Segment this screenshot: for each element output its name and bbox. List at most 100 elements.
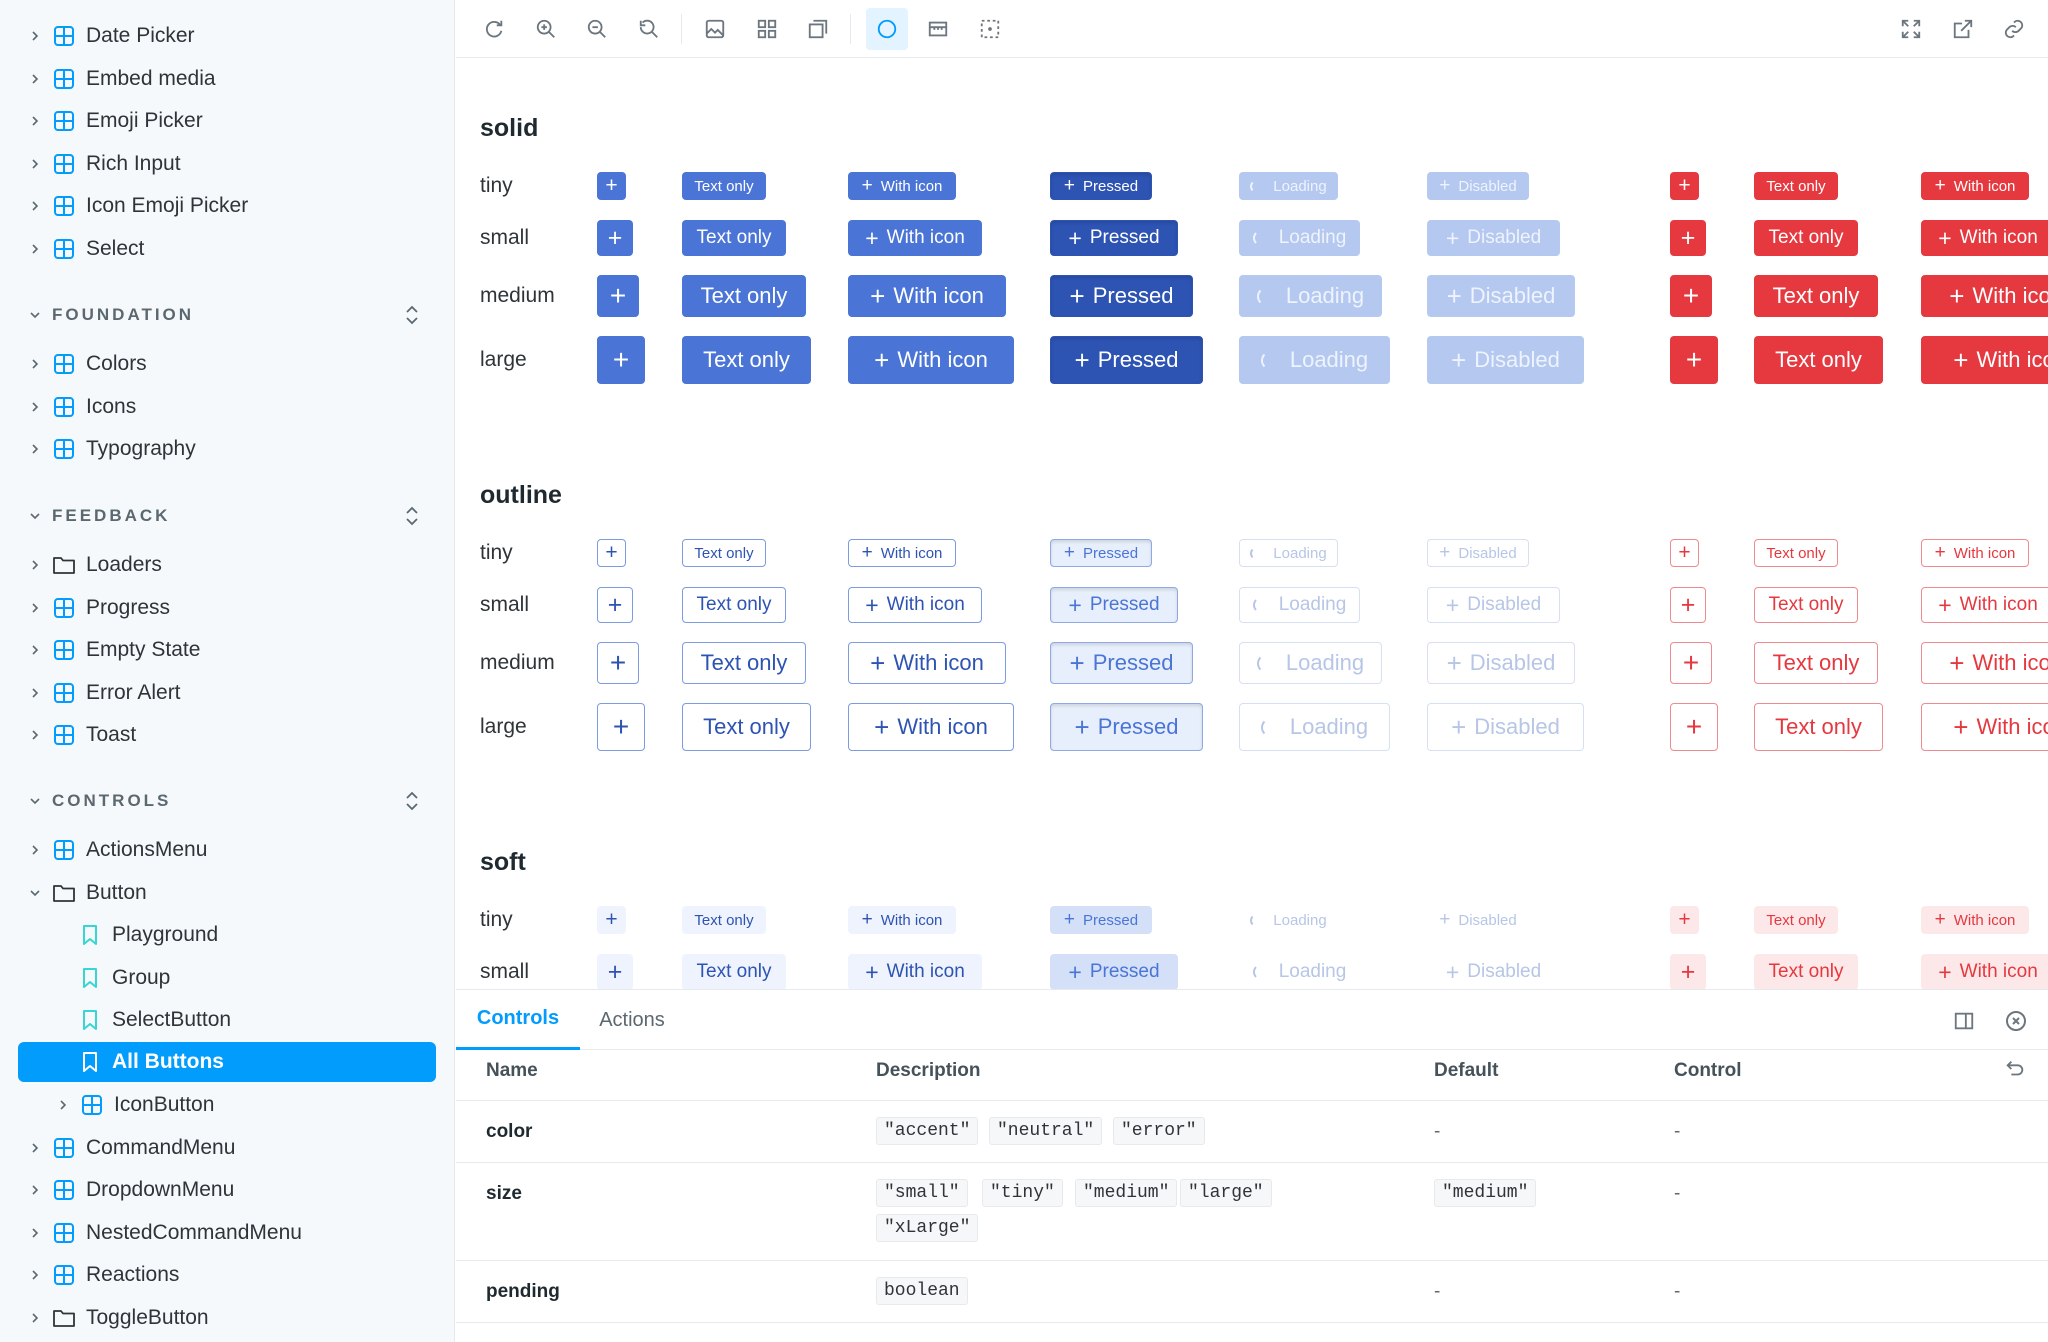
expand-collapse-icon[interactable] <box>400 504 424 528</box>
sidebar-item-embed-media[interactable]: Embed media <box>18 59 436 99</box>
sidebar-group-controls[interactable]: CONTROLS <box>18 781 436 821</box>
sidebar-item-colors[interactable]: Colors <box>18 344 436 384</box>
solid-large-error-with-icon-button[interactable]: + With ico <box>1921 336 2048 384</box>
solid-tiny-error-plus-button[interactable]: + <box>1670 172 1699 200</box>
reset-controls-button[interactable] <box>2002 1056 2028 1082</box>
sidebar-item-togglebutton[interactable]: ToggleButton <box>18 1298 436 1338</box>
sidebar-item-reactions[interactable]: Reactions <box>18 1255 436 1295</box>
solid-medium-error-with-icon-button[interactable]: + With ico <box>1921 275 2048 317</box>
outline-medium-plus-button[interactable]: + <box>597 642 639 684</box>
solid-small-pressed-button[interactable]: + Pressed <box>1050 220 1178 256</box>
sidebar-item-typography[interactable]: Typography <box>18 429 436 469</box>
soft-small-pressed-button[interactable]: + Pressed <box>1050 954 1178 989</box>
solid-small-with-icon-button[interactable]: + With icon <box>848 220 982 256</box>
copy-link-button[interactable] <box>1997 12 2031 46</box>
prop-control[interactable]: - <box>1674 1183 1681 1204</box>
sidebar-item-progress[interactable]: Progress <box>18 588 436 628</box>
box-select-button[interactable] <box>973 12 1007 46</box>
solid-medium-text-only-button[interactable]: Text only <box>682 275 806 317</box>
outline-large-error-plus-button[interactable]: + <box>1670 703 1718 751</box>
outline-tiny-plus-button[interactable]: + <box>597 539 626 567</box>
outline-large-text-only-button[interactable]: Text only <box>682 703 811 751</box>
solid-medium-error-plus-button[interactable]: + <box>1670 275 1712 317</box>
background-button[interactable] <box>698 12 732 46</box>
solid-small-error-text-only-button[interactable]: Text only <box>1754 220 1858 256</box>
sidebar-group-feedback[interactable]: FEEDBACK <box>18 496 436 536</box>
sidebar-item-empty-state[interactable]: Empty State <box>18 630 436 670</box>
panel-orientation-button[interactable] <box>1951 1008 1977 1034</box>
outline-medium-error-text-only-button[interactable]: Text only <box>1754 642 1878 684</box>
sidebar-item-rich-input[interactable]: Rich Input <box>18 144 436 184</box>
sidebar-item-commandmenu[interactable]: CommandMenu <box>18 1128 436 1168</box>
sidebar-item-emoji-picker[interactable]: Emoji Picker <box>18 101 436 141</box>
outline-medium-text-only-button[interactable]: Text only <box>682 642 806 684</box>
measure-button[interactable] <box>801 12 835 46</box>
sidebar-item-icons[interactable]: Icons <box>18 387 436 427</box>
solid-tiny-with-icon-button[interactable]: + With icon <box>848 172 956 200</box>
sidebar-item-toast[interactable]: Toast <box>18 715 436 755</box>
solid-small-error-with-icon-button[interactable]: + With icon <box>1921 220 2048 256</box>
sidebar-item-nestedcommandmenu[interactable]: NestedCommandMenu <box>18 1213 436 1253</box>
sidebar-item-group[interactable]: Group <box>18 958 436 998</box>
outline-large-pressed-button[interactable]: + Pressed <box>1050 703 1203 751</box>
viewport-button[interactable] <box>921 12 955 46</box>
outline-small-pressed-button[interactable]: + Pressed <box>1050 587 1178 623</box>
zoom-out-button[interactable] <box>580 12 614 46</box>
outline-medium-with-icon-button[interactable]: + With icon <box>848 642 1006 684</box>
solid-large-plus-button[interactable]: + <box>597 336 645 384</box>
solid-large-text-only-button[interactable]: Text only <box>682 336 811 384</box>
close-panel-button[interactable] <box>2003 1008 2029 1034</box>
prop-control[interactable]: - <box>1674 1281 1681 1302</box>
outline-tiny-error-plus-button[interactable]: + <box>1670 539 1699 567</box>
solid-tiny-error-text-only-button[interactable]: Text only <box>1754 172 1838 200</box>
solid-tiny-plus-button[interactable]: + <box>597 172 626 200</box>
outline-medium-error-plus-button[interactable]: + <box>1670 642 1712 684</box>
outline-large-with-icon-button[interactable]: + With icon <box>848 703 1014 751</box>
sidebar-item-all-buttons[interactable]: All Buttons <box>18 1042 436 1082</box>
solid-tiny-error-with-icon-button[interactable]: + With icon <box>1921 172 2029 200</box>
outline-button[interactable] <box>866 8 908 50</box>
expand-collapse-icon[interactable] <box>400 789 424 813</box>
sidebar-item-iconbutton[interactable]: IconButton <box>18 1085 436 1125</box>
solid-tiny-text-only-button[interactable]: Text only <box>682 172 766 200</box>
outline-medium-error-with-icon-button[interactable]: + With ico <box>1921 642 2048 684</box>
outline-tiny-pressed-button[interactable]: + Pressed <box>1050 539 1152 567</box>
outline-small-with-icon-button[interactable]: + With icon <box>848 587 982 623</box>
tab-actions[interactable]: Actions <box>599 1008 665 1031</box>
outline-small-error-plus-button[interactable]: + <box>1670 587 1706 623</box>
sidebar-item-selectbutton[interactable]: SelectButton <box>18 1000 436 1040</box>
soft-tiny-error-text-only-button[interactable]: Text only <box>1754 906 1838 934</box>
soft-tiny-error-plus-button[interactable]: + <box>1670 906 1699 934</box>
outline-small-plus-button[interactable]: + <box>597 587 633 623</box>
solid-medium-error-text-only-button[interactable]: Text only <box>1754 275 1878 317</box>
outline-large-error-with-icon-button[interactable]: + With ico <box>1921 703 2048 751</box>
solid-small-error-plus-button[interactable]: + <box>1670 220 1706 256</box>
sidebar-item-dropdownmenu[interactable]: DropdownMenu <box>18 1170 436 1210</box>
solid-medium-pressed-button[interactable]: + Pressed <box>1050 275 1193 317</box>
solid-medium-plus-button[interactable]: + <box>597 275 639 317</box>
outline-tiny-with-icon-button[interactable]: + With icon <box>848 539 956 567</box>
zoom-reset-button[interactable] <box>632 12 666 46</box>
outline-large-plus-button[interactable]: + <box>597 703 645 751</box>
open-new-tab-button[interactable] <box>1946 12 1980 46</box>
soft-small-with-icon-button[interactable]: + With icon <box>848 954 982 989</box>
outline-large-error-text-only-button[interactable]: Text only <box>1754 703 1883 751</box>
solid-medium-with-icon-button[interactable]: + With icon <box>848 275 1006 317</box>
sidebar-item-playground[interactable]: Playground <box>18 915 436 955</box>
solid-large-pressed-button[interactable]: + Pressed <box>1050 336 1203 384</box>
outline-small-error-with-icon-button[interactable]: + With icon <box>1921 587 2048 623</box>
sidebar-item-error-alert[interactable]: Error Alert <box>18 673 436 713</box>
soft-small-error-text-only-button[interactable]: Text only <box>1754 954 1858 989</box>
soft-small-text-only-button[interactable]: Text only <box>682 954 786 989</box>
solid-large-error-text-only-button[interactable]: Text only <box>1754 336 1883 384</box>
outline-tiny-error-with-icon-button[interactable]: + With icon <box>1921 539 2029 567</box>
outline-tiny-text-only-button[interactable]: Text only <box>682 539 766 567</box>
soft-tiny-with-icon-button[interactable]: + With icon <box>848 906 956 934</box>
zoom-in-button[interactable] <box>529 12 563 46</box>
grid-button[interactable] <box>750 12 784 46</box>
soft-tiny-pressed-button[interactable]: + Pressed <box>1050 906 1152 934</box>
soft-small-plus-button[interactable]: + <box>597 954 633 989</box>
solid-small-plus-button[interactable]: + <box>597 220 633 256</box>
reload-button[interactable] <box>477 12 511 46</box>
outline-medium-pressed-button[interactable]: + Pressed <box>1050 642 1193 684</box>
